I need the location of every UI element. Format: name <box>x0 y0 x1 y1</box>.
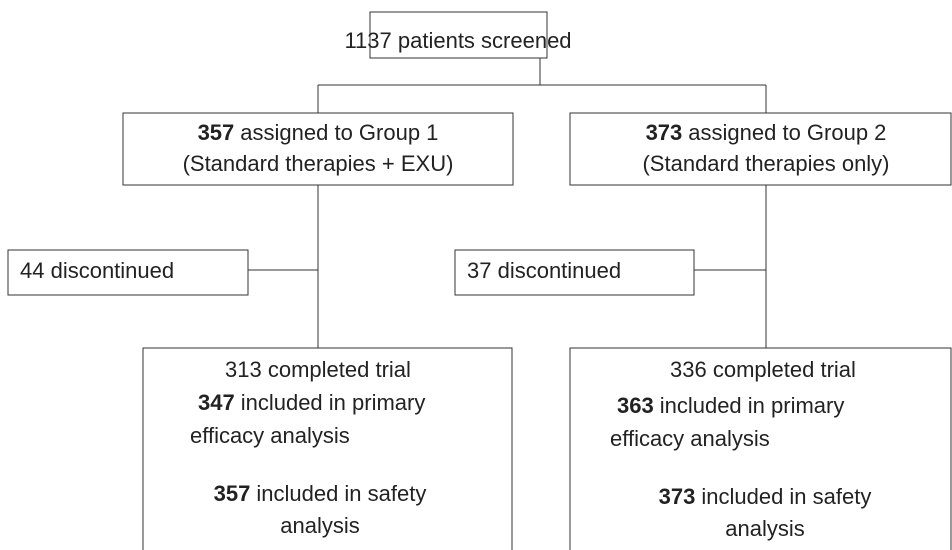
node-box <box>7 249 249 296</box>
label-text: assigned to Group 2 <box>688 120 886 145</box>
node-box <box>569 112 952 186</box>
bold-number: 373 <box>646 120 683 145</box>
node-label: (Standard therapies only) <box>642 151 889 176</box>
bold-number: 357 <box>198 120 235 145</box>
label-text: assigned to Group 1 <box>240 120 438 145</box>
node-box <box>569 347 952 550</box>
node-label: 336 completed trial <box>670 357 856 382</box>
node-label: 373 included in safety <box>659 484 872 509</box>
bold-number: 363 <box>617 393 654 418</box>
node-label: efficacy analysis <box>610 426 770 451</box>
node-box <box>122 112 514 186</box>
node-label: 37 discontinued <box>467 258 621 283</box>
label-text: included in primary <box>660 393 845 418</box>
node-box <box>142 347 513 550</box>
node-box <box>454 249 695 296</box>
node-label: analysis <box>280 513 359 538</box>
node-label: 363 included in primary <box>617 393 844 418</box>
node-label: 347 included in primary <box>198 390 425 415</box>
node-label: 1137 patients screened <box>344 28 571 53</box>
node-label: 357 included in safety <box>214 481 427 506</box>
bold-number: 357 <box>214 481 251 506</box>
node-label: efficacy analysis <box>190 423 350 448</box>
bold-number: 373 <box>659 484 696 509</box>
node-label: 357 assigned to Group 1 <box>198 120 439 145</box>
node-label: 313 completed trial <box>225 357 411 382</box>
node-label: 373 assigned to Group 2 <box>646 120 887 145</box>
label-text: included in primary <box>241 390 426 415</box>
connectors <box>248 58 767 348</box>
node-box <box>369 11 548 59</box>
node-label: (Standard therapies + EXU) <box>183 151 454 176</box>
bold-number: 347 <box>198 390 235 415</box>
label-text: included in safety <box>256 481 426 506</box>
node-label: 44 discontinued <box>20 258 174 283</box>
node-label: analysis <box>725 516 804 541</box>
label-text: included in safety <box>701 484 871 509</box>
